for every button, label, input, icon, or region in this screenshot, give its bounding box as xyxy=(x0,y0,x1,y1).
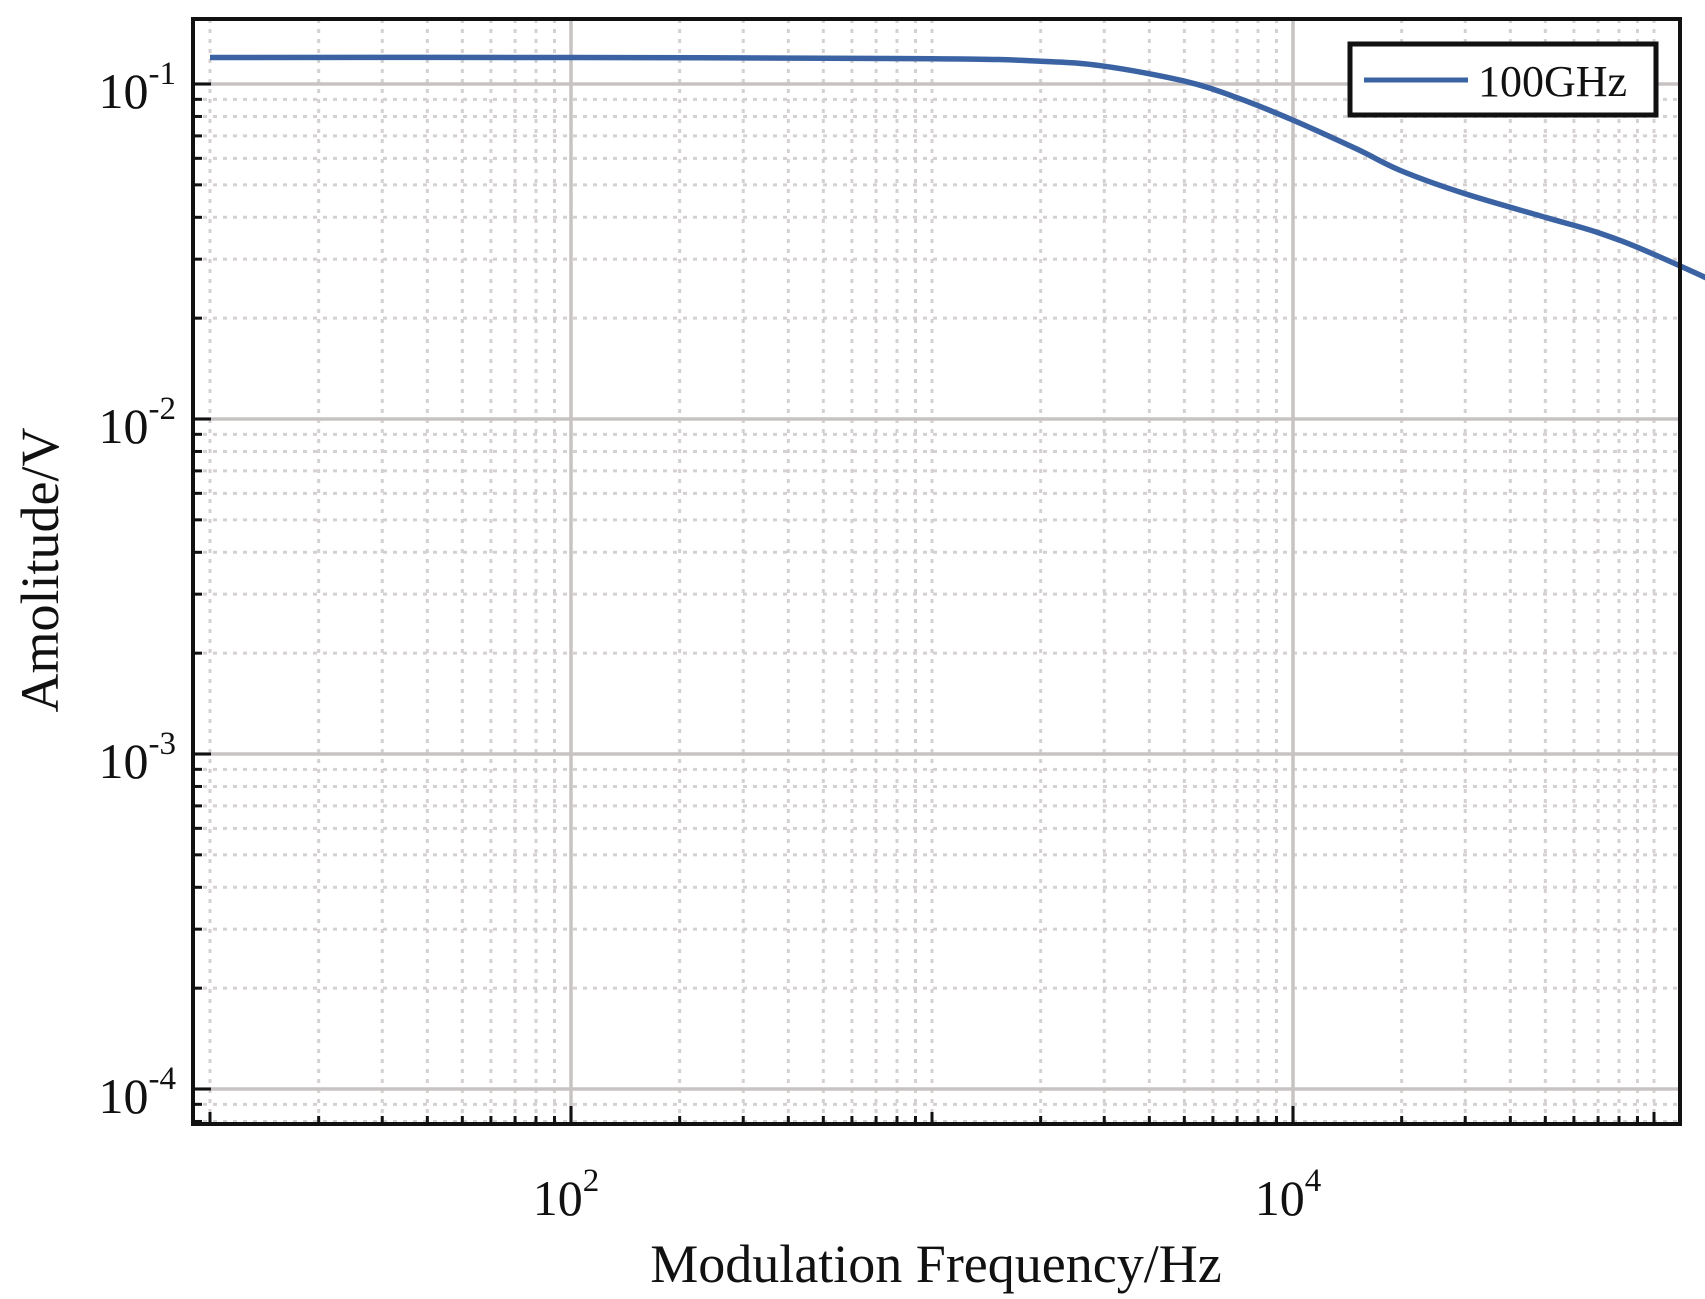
y-axis-title: Amolitude/V xyxy=(10,428,70,713)
series-line-0 xyxy=(209,54,1705,281)
minor-grid xyxy=(193,19,1680,1124)
x-tick-label: 102 xyxy=(533,1163,600,1226)
y-tick-label: 10-3 xyxy=(99,726,177,789)
legend-label-100ghz: 100GHz xyxy=(1478,57,1627,106)
y-tick-label: 10-1 xyxy=(99,56,177,119)
series-layer xyxy=(209,54,1705,281)
x-axis-title: Modulation Frequency/Hz xyxy=(650,1234,1221,1294)
plot-frame xyxy=(191,17,1682,1126)
y-tick-label: 10-2 xyxy=(99,391,177,454)
x-tick-labels: 102104106108 xyxy=(533,1163,1322,1226)
x-tick-label: 104 xyxy=(1255,1163,1322,1226)
plot-area xyxy=(193,19,1680,1124)
legend: 100GHz xyxy=(1347,41,1659,118)
y-tick-label: 10-4 xyxy=(99,1061,177,1124)
y-tick-labels: 10-1 10-2 10-3 10-4 xyxy=(99,56,177,1124)
